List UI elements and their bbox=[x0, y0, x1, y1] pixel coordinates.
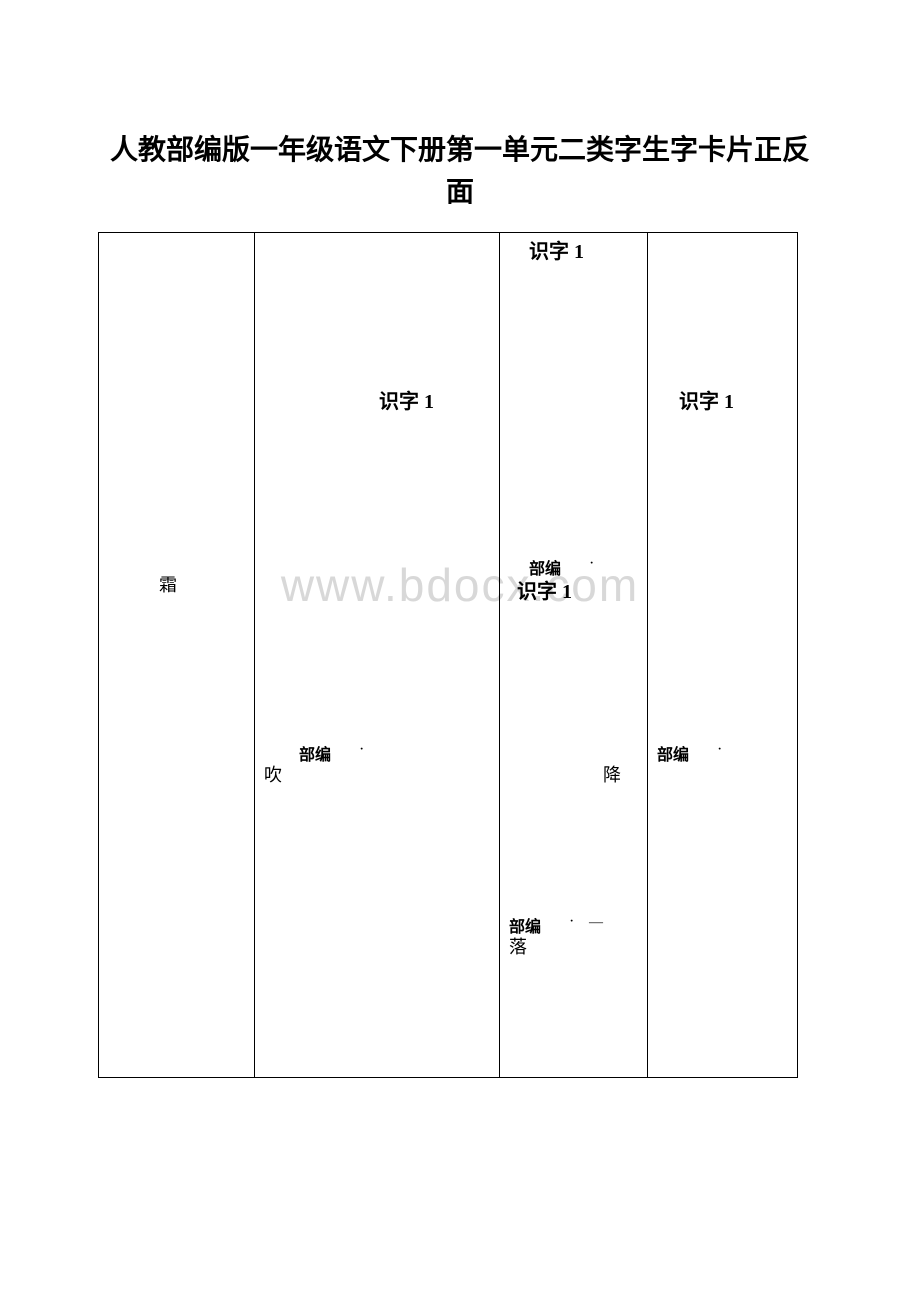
label-shizi-col4: 识字 1 bbox=[679, 385, 734, 414]
character-card-grid: 识字 1 识字 1 识字 1 霜 部编 · 识字 1 部编 · 吹 部编 · 降… bbox=[98, 232, 798, 1078]
title-line-2: 面 bbox=[446, 177, 474, 208]
char-chui: 吹 bbox=[264, 761, 282, 787]
dot-col2: · bbox=[359, 741, 364, 759]
title-line-1: 人教部编版一年级语文下册第一单元二类字生字卡片正反 bbox=[110, 135, 810, 166]
dot-bottom: · bbox=[569, 913, 574, 931]
char-luo: 落 bbox=[509, 933, 527, 959]
char-jiang: 降 bbox=[603, 761, 621, 787]
label-shizi-top: 识字 1 bbox=[529, 235, 584, 264]
dot-mid: · bbox=[589, 555, 594, 573]
dash-bottom: — bbox=[589, 915, 603, 931]
column-divider-1 bbox=[254, 233, 255, 1077]
column-divider-3 bbox=[647, 233, 648, 1077]
char-shuang: 霜 bbox=[159, 571, 177, 597]
label-bubian-col2: 部编 bbox=[299, 741, 331, 765]
column-divider-2 bbox=[499, 233, 500, 1077]
dot-col4: · bbox=[717, 741, 722, 759]
label-shizi-mid: 识字 1 bbox=[517, 575, 572, 604]
label-bubian-col4: 部编 bbox=[657, 741, 689, 765]
page-title: 人教部编版一年级语文下册第一单元二类字生字卡片正反 面 bbox=[0, 0, 920, 214]
label-shizi-col2: 识字 1 bbox=[379, 385, 434, 414]
